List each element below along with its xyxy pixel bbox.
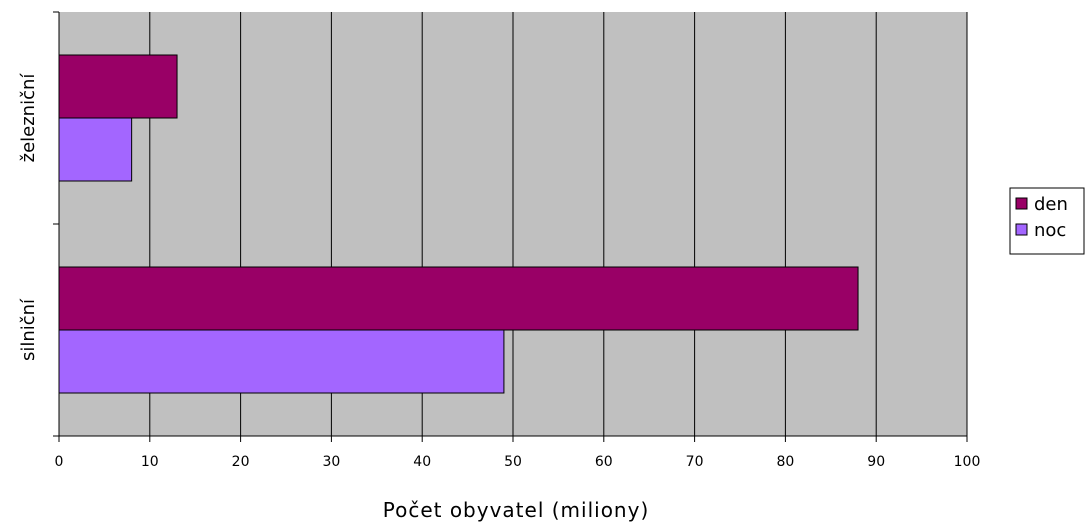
x-tick-label: 10 — [141, 454, 159, 470]
gridlines — [149, 12, 968, 436]
category-label: silniční — [18, 298, 39, 361]
category-labels: železniční silniční — [18, 73, 39, 361]
x-axis-label: Počet obyvatel (miliony) — [383, 498, 650, 522]
x-tick-label: 20 — [232, 454, 250, 470]
legend-label-den: den — [1034, 194, 1068, 215]
bar-den-1 — [58, 266, 859, 331]
x-tick-label: 50 — [504, 454, 522, 470]
bar-noc-0 — [58, 117, 133, 182]
bar-den-0 — [58, 54, 178, 119]
x-tick-label: 40 — [413, 454, 431, 470]
x-tick-labels: 0 10 20 30 40 50 60 70 80 90 100 — [55, 454, 981, 470]
legend-swatch-den — [1015, 197, 1028, 210]
axes — [53, 11, 968, 442]
legend-label-noc: noc — [1034, 220, 1066, 241]
x-tick-label: 90 — [867, 454, 885, 470]
x-tick-label: 0 — [55, 454, 64, 470]
x-tick-label: 60 — [595, 454, 613, 470]
bar-noc-1 — [58, 329, 505, 394]
x-tick-label: 30 — [322, 454, 340, 470]
x-tick-label: 100 — [954, 454, 981, 470]
category-label: železniční — [18, 73, 39, 163]
bars — [58, 54, 859, 394]
legend: den noc — [1009, 187, 1085, 255]
legend-swatch-noc — [1015, 223, 1028, 236]
x-tick-label: 70 — [686, 454, 704, 470]
x-tick-label: 80 — [776, 454, 794, 470]
